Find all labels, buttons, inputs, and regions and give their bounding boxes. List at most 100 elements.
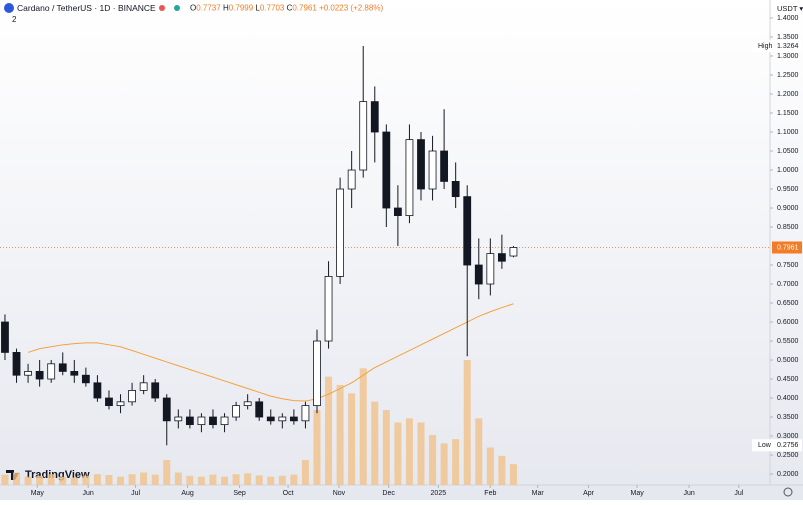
candle-body [243, 401, 252, 407]
x-tick-label: Jul [734, 490, 743, 497]
volume-bar [221, 476, 229, 485]
logo: TradingView [25, 469, 90, 481]
y-tick-label: 1.2000 [777, 91, 799, 98]
y-tick-label: 1.0500 [777, 148, 799, 155]
y-tick-label: 1.4000 [777, 15, 799, 22]
volume-bar [336, 385, 344, 485]
volume-bar [313, 410, 321, 485]
volume-bar [325, 376, 333, 485]
volume-bar [463, 360, 471, 485]
volume-bar [174, 472, 182, 485]
high-value: 1.3264 [777, 43, 799, 50]
candle-body [174, 416, 183, 422]
ohlc-part: L [255, 4, 260, 13]
candle-body [24, 371, 32, 376]
volume-bar [59, 476, 67, 485]
y-tick-label: 0.2500 [777, 452, 799, 459]
candle-body [497, 253, 506, 262]
volume-bar [140, 472, 148, 485]
candle-body [313, 340, 321, 407]
volume-bar [382, 410, 390, 485]
y-tick-label: 1.3000 [777, 53, 799, 60]
ohlc-part: H [223, 4, 229, 13]
volume-bar [151, 474, 159, 485]
volume-bar [13, 472, 21, 485]
volume-bar [128, 474, 136, 485]
settings-icon[interactable] [783, 487, 793, 497]
y-tick-label: 0.3000 [777, 433, 799, 440]
candle-body [12, 352, 21, 376]
x-tick-label: Feb [484, 490, 496, 497]
candle-body [359, 101, 368, 171]
candle-body [347, 169, 356, 190]
ohlc-part: 0.7999 [229, 4, 254, 13]
candle-body [197, 416, 206, 426]
ohlc-part: 0.7961 [292, 4, 317, 13]
candle-body [255, 401, 264, 418]
volume-bar [486, 447, 494, 485]
y-tick-label: 1.3500 [777, 34, 799, 41]
volume-bar [1, 474, 9, 485]
y-tick-label: 0.7000 [777, 281, 799, 288]
volume-bar [509, 464, 517, 485]
volume-bar [371, 401, 379, 485]
x-tick-label: Nov [333, 490, 346, 497]
volume-bar [70, 477, 78, 485]
volume-bar [475, 418, 483, 485]
data-status [174, 5, 180, 11]
x-tick-label: May [31, 490, 45, 497]
low-tag [752, 439, 802, 452]
x-tick-label: Jul [131, 490, 140, 497]
y-tick-label: 0.5000 [777, 357, 799, 364]
candle-body [382, 131, 391, 209]
volume-bar [255, 475, 263, 485]
volume-bar [117, 476, 125, 485]
low-value: 0.2756 [777, 442, 799, 449]
x-tick-label: 2025 [431, 490, 447, 497]
volume-bar [429, 435, 437, 485]
candle-body [220, 416, 229, 426]
indicator-toggle[interactable]: 2 [12, 15, 17, 24]
market-status [159, 5, 165, 11]
x-tick-label: Mar [532, 490, 545, 497]
low-label: Low [758, 442, 772, 449]
y-tick-label: 0.6000 [777, 319, 799, 326]
candle-body [162, 397, 171, 422]
candle-body [428, 150, 437, 190]
candle-body [105, 397, 113, 407]
high-tag [752, 39, 802, 52]
candle-body [185, 416, 194, 426]
high-label: High [758, 43, 773, 50]
currency-select[interactable]: USDT ▾ [777, 4, 803, 13]
candle-body [463, 196, 472, 266]
x-tick-label: Jun [83, 490, 94, 497]
candle-body [151, 382, 160, 399]
x-tick-label: Apr [583, 490, 595, 497]
candle-body [81, 374, 90, 384]
volume-bar [348, 393, 356, 485]
y-tick-label: 0.9000 [777, 205, 799, 212]
candle-body [336, 188, 345, 277]
y-tick-label: 0.4000 [777, 395, 799, 402]
y-tick-label: 1.0000 [777, 167, 799, 174]
symbol: Cardano / TetherUS · 1D · BINANCE [17, 3, 156, 13]
volume-bar [405, 418, 413, 485]
candle-body [509, 247, 518, 257]
candle-body [451, 181, 460, 198]
candle-body [301, 405, 310, 422]
y-tick-label: 0.6500 [777, 300, 799, 307]
ohlc-part: +0.0223 (+2.88%) [319, 4, 383, 13]
volume-bar [82, 475, 90, 485]
y-tick-label: 1.1000 [777, 129, 799, 136]
y-tick-label: 0.8500 [777, 224, 799, 231]
x-tick-label: Oct [283, 490, 294, 497]
candle-body [278, 416, 287, 422]
y-tick-label: 0.9500 [777, 186, 799, 193]
volume-bar [417, 422, 425, 485]
volume-bar [47, 474, 55, 485]
y-tick-label: 0.5500 [777, 338, 799, 345]
ohlc-legend: O0.7737 H0.7999 L0.7703 C0.7961 +0.0223 … [190, 4, 383, 13]
volume-bar [359, 368, 367, 485]
